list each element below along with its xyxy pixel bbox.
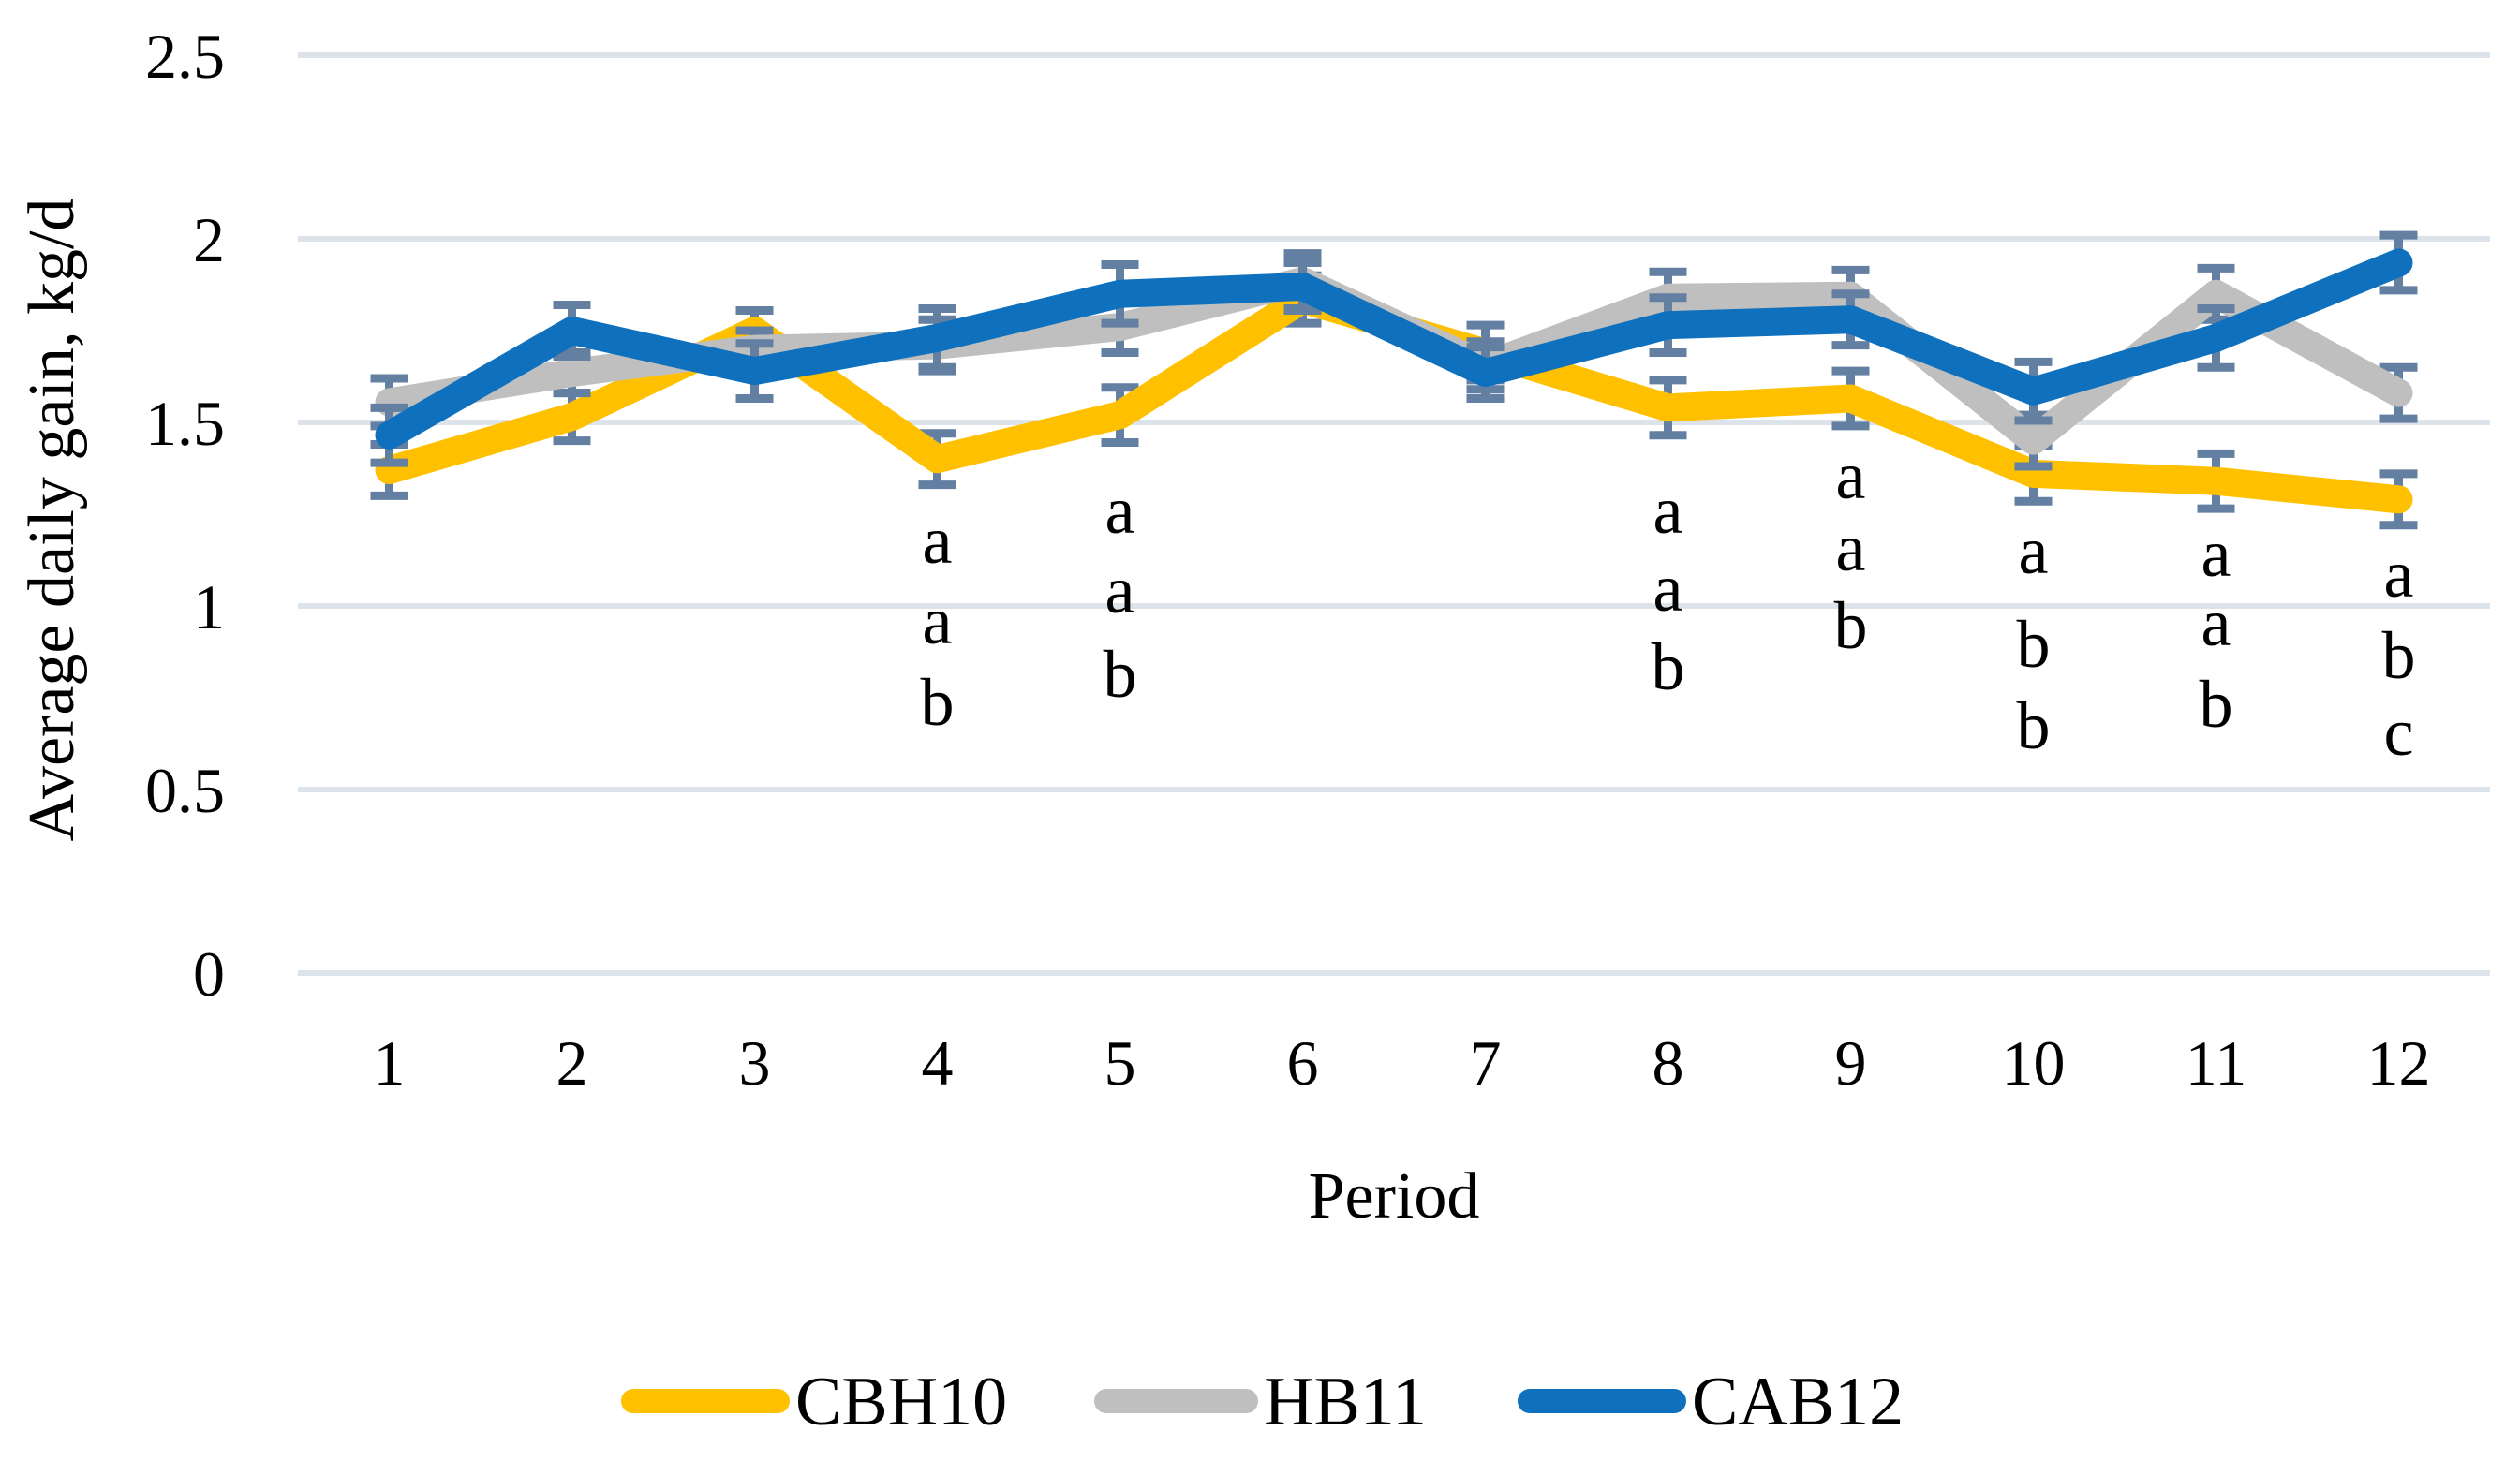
sig-letter: b <box>921 665 955 740</box>
y-tick-label: 1.5 <box>145 388 225 459</box>
sig-letter: a <box>2384 537 2414 612</box>
x-axis-tick-labels: 1 2 3 4 5 6 7 8 9 10 11 12 <box>374 1027 2431 1099</box>
sig-letter: a <box>2201 585 2231 660</box>
plot-content <box>370 230 2418 530</box>
y-tick-label: 1 <box>193 571 225 642</box>
sig-letter: a <box>1105 473 1135 548</box>
x-tick-label: 2 <box>556 1027 588 1099</box>
x-tick-label: 1 <box>374 1027 406 1099</box>
sig-letter: a <box>1105 553 1135 627</box>
x-tick-label: 10 <box>2002 1027 2066 1099</box>
sig-letter: a <box>1653 551 1683 626</box>
x-tick-label: 6 <box>1287 1027 1319 1099</box>
sig-letter: a <box>923 503 953 578</box>
legend-label-hb11: HB11 <box>1264 1364 1427 1440</box>
sig-letter: a <box>1836 438 1866 513</box>
legend-label-cbh10: CBH10 <box>795 1364 1007 1440</box>
legend-label-cab12: CAB12 <box>1692 1364 1904 1440</box>
sig-letter: b <box>1834 588 1868 663</box>
sig-letter: b <box>2017 607 2051 682</box>
x-axis-title: Period <box>1309 1160 1480 1232</box>
x-tick-label: 8 <box>1653 1027 1684 1099</box>
sig-letter: a <box>923 583 953 658</box>
sig-letter: a <box>1653 473 1683 548</box>
x-tick-label: 7 <box>1470 1027 1502 1099</box>
y-tick-label: 2.5 <box>145 21 225 92</box>
sig-letter: a <box>2019 513 2049 588</box>
y-tick-label: 0 <box>193 938 225 1010</box>
legend-item-cab12: CAB12 <box>1518 1364 1904 1440</box>
series-line-CAB12 <box>375 248 2413 450</box>
y-axis-title: Average daily gain, kg/d <box>16 199 88 842</box>
x-tick-label: 12 <box>2367 1027 2431 1099</box>
legend: CBH10 HB11 CAB12 <box>621 1364 1904 1440</box>
sig-letter: b <box>1652 629 1685 704</box>
y-tick-label: 0.5 <box>145 755 225 826</box>
legend-item-hb11: HB11 <box>1094 1364 1427 1440</box>
sig-letter: b <box>2382 618 2416 693</box>
x-tick-label: 11 <box>2186 1027 2246 1099</box>
legend-item-cbh10: CBH10 <box>621 1364 1007 1440</box>
gridlines <box>298 52 2490 976</box>
sig-letter: c <box>2384 695 2414 770</box>
sig-letter: b <box>2200 667 2233 742</box>
sig-letter: b <box>2017 688 2051 763</box>
y-axis-tick-labels: 0 0.5 1 1.5 2 2.5 <box>145 21 225 1010</box>
sig-letter: a <box>1836 510 1866 585</box>
sig-letter: b <box>1104 637 1137 712</box>
x-tick-label: 9 <box>1835 1027 1867 1099</box>
y-tick-label: 2 <box>193 204 225 275</box>
x-tick-label: 4 <box>922 1027 954 1099</box>
x-tick-label: 3 <box>739 1027 771 1099</box>
sig-letter: a <box>2201 516 2231 591</box>
x-tick-label: 5 <box>1104 1027 1136 1099</box>
